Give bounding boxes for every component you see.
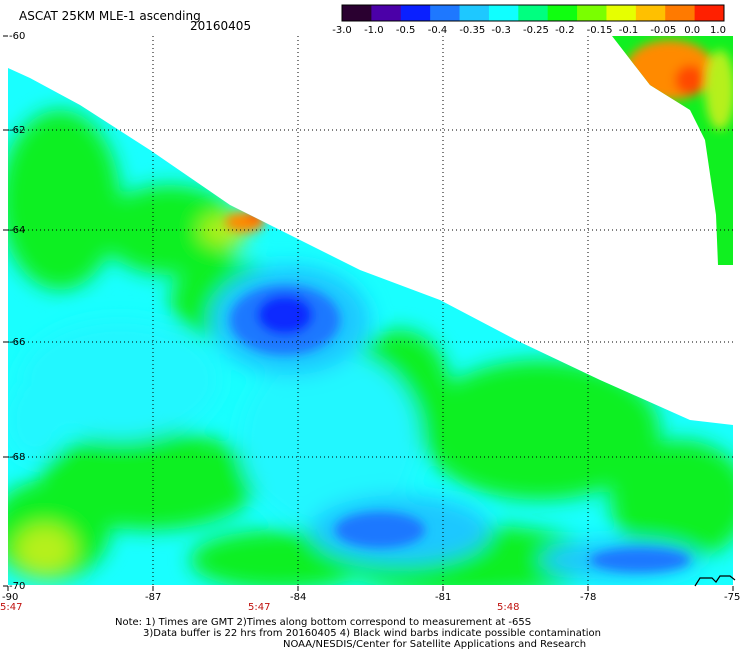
colorbar-swatch — [400, 5, 431, 21]
colorbar-swatch — [488, 5, 519, 21]
time-label: 5:47 — [248, 602, 271, 613]
colorbar-tick-label: -0.1 — [618, 25, 639, 36]
figure-date: 20160405 — [190, 19, 252, 33]
axis-ticks — [3, 35, 734, 591]
colorbar-swatch — [694, 5, 725, 21]
colorbar-swatch — [371, 5, 402, 21]
lon-label: -78 — [580, 592, 597, 603]
colorbar-swatch — [606, 5, 637, 21]
cyan-patch-2 — [240, 350, 420, 530]
coastline — [694, 575, 736, 587]
lon-label: -81 — [435, 592, 452, 603]
colorbar-tick-label: -0.35 — [459, 25, 486, 36]
colorbar-tick-label: -0.2 — [555, 25, 575, 36]
colorbar-swatch — [430, 5, 461, 21]
colorbar-swatch — [577, 5, 607, 21]
colorbar-tick-label: -0.25 — [523, 25, 549, 36]
footnote-line-2: 3)Data buffer is 22 hrs from 20160405 4)… — [143, 628, 601, 639]
colorbar-swatch — [665, 5, 696, 21]
footnote-line-1: Note: 1) Times are GMT 2)Times along bot… — [115, 617, 532, 628]
swath-field — [8, 68, 733, 585]
cyan-patch-1 — [20, 320, 220, 440]
time-label: 5:48 — [497, 602, 520, 613]
lat-label: -62 — [9, 125, 26, 136]
ne-yellow-green — [705, 50, 733, 130]
lat-lon-grid — [8, 36, 733, 586]
blue-south-east — [590, 548, 690, 572]
lat-label: -64 — [9, 225, 26, 236]
time-label: 5:47 — [0, 602, 23, 613]
colorbar-tick-label: -0.15 — [586, 25, 613, 36]
colorbar-tick-label: 1.0 — [710, 25, 726, 36]
colorbar-tick-label: -1.0 — [364, 25, 384, 36]
lat-label: -70 — [9, 581, 26, 592]
colorbar-swatch — [635, 5, 666, 21]
ne-red-orange — [675, 65, 705, 95]
colorbar-swatch — [342, 5, 372, 21]
figure-title: ASCAT 25KM MLE-1 ascending — [19, 9, 201, 23]
dark-blue-core — [257, 295, 313, 335]
colorbar-tick-label: -3.0 — [332, 25, 352, 36]
colorbar-tick-label: 0.0 — [684, 25, 701, 36]
green-patch-far-east — [610, 440, 733, 560]
red-orange-patch — [247, 211, 263, 221]
orange-patch — [225, 212, 265, 232]
colorbar — [341, 4, 725, 22]
colorbar-tick-label: -0.5 — [395, 25, 416, 36]
colorbar-tick-label: -0.4 — [427, 25, 448, 36]
colorbar-tick-label: -0.05 — [650, 25, 677, 36]
lat-label: -60 — [9, 31, 26, 42]
lon-label: -75 — [724, 592, 740, 603]
green-patch-north — [100, 185, 240, 275]
lat-label: -66 — [9, 337, 26, 348]
lat-label: -68 — [9, 452, 26, 463]
lon-label: -84 — [290, 592, 307, 603]
colorbar-swatch — [459, 5, 490, 21]
colorbar-tick-label: -0.3 — [491, 25, 511, 36]
lon-label: -90 — [2, 592, 19, 603]
credit-line: NOAA/NESDIS/Center for Satellite Applica… — [283, 639, 587, 650]
green-patch-east — [420, 360, 660, 500]
cyan-patch-3 — [8, 380, 65, 460]
colorbar-swatch — [518, 5, 549, 21]
colorbar-swatch — [547, 5, 578, 21]
blue-south — [335, 512, 425, 548]
ne-orange — [625, 40, 715, 100]
yellow-green-sw — [15, 525, 75, 575]
ne-swath-field — [612, 36, 733, 265]
colorbar-frame — [341, 4, 725, 22]
lon-label: -87 — [145, 592, 162, 603]
green-patch-west — [8, 110, 120, 290]
